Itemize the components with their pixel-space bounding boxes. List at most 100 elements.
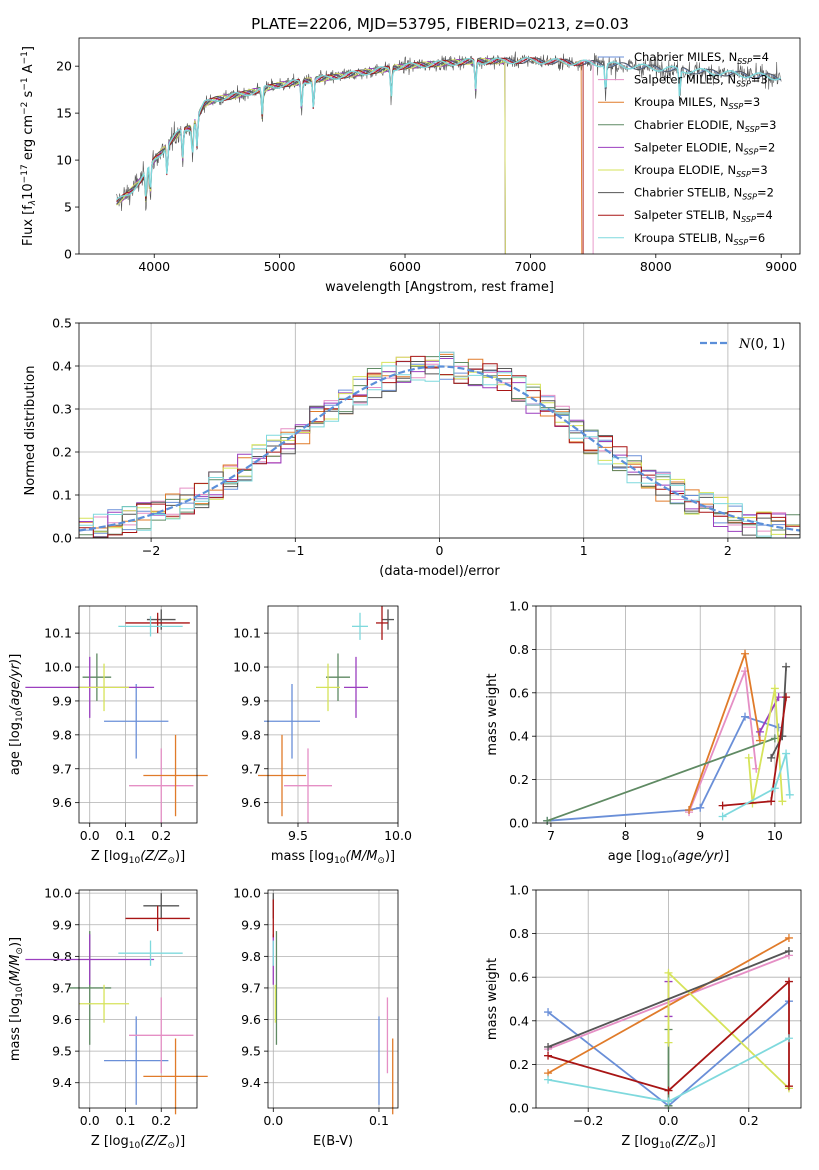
mass_vs_ebv-points [272,893,394,1115]
weight-marker [767,753,776,762]
residual-frame [78,322,801,539]
model-line-salpeter_stelib [116,57,584,254]
y-tick-label: 5 [64,200,72,215]
y-tick-label: 0.0 [509,816,529,831]
x-tick-label: 0.2 [151,828,171,843]
weight-marker [785,790,794,799]
age_vs_mass-axes: 9.5 10.0 9.6 9.7 9.8 9.9 10.0 10.1 [233,606,412,843]
x-tick-label: 0.0 [80,828,100,843]
weight_vs_Z-frame [535,889,802,1109]
weight-marker [741,712,750,721]
y-tick-label: 0.0 [509,1101,529,1116]
y-tick-label: 10.1 [44,626,72,641]
weight-line-kroupa_stelib [722,753,791,818]
y-tick-label: 9.4 [241,1075,261,1090]
y-tick-label: 9.8 [241,949,261,964]
spectrum-axes: 4000 5000 6000 7000 8000 9000 0 5 10 15 20 [56,59,797,274]
y-tick-label: 0.2 [509,772,529,787]
y-tick-label: 15 [56,106,72,121]
y-tick-label: 10.0 [233,660,261,675]
weight-marker [770,784,779,793]
y-tick-label: 9.8 [52,949,72,964]
errorbar-point [25,934,155,985]
model-line-chabrier_elodie [116,57,506,254]
histogram-kroupa_stelib [79,351,800,538]
y-tick-label: 0.0 [52,531,72,546]
errorbar-point [118,616,183,637]
weight-marker [778,797,787,806]
y-tick-label: 9.9 [241,917,261,932]
x-tick-label: 0.0 [659,1113,679,1128]
x-tick-label: −2 [142,543,160,558]
weight-marker [784,947,793,956]
errorbar-point [258,734,306,817]
weight-marker [664,968,673,977]
weight_vs_Z-series [544,933,793,1110]
y-axis-label: Flux [fλ10−17 erg cm−2 s−1 A−1] [20,46,38,246]
weight-marker [784,1082,793,1091]
y-tick-label: 0.6 [509,685,529,700]
residuals-axes: −2 −1 0 1 2 0.0 0.1 0.2 0.3 0.4 0.5 [52,316,800,558]
weight-marker [696,803,705,812]
weight-line-salpeter_miles [688,670,758,813]
x-tick-label: 2 [724,543,732,558]
y-tick-label: 9.8 [241,727,261,742]
y-tick-label: 0.5 [52,316,72,331]
y-tick-label: 0.1 [52,488,72,503]
mass_vs_Z-points [25,893,208,1115]
y-tick-label: 0.2 [509,1057,529,1072]
x-axis-label: (data-model)/error [379,564,500,579]
y-tick-label: 1.0 [509,599,529,614]
errorbar-point [118,940,183,966]
legend-entry: Salpeter MILES, NSSP=3 [634,73,768,89]
weight-line-kroupa_elodie [667,970,790,1090]
errorbar-point [125,905,190,932]
y-tick-label: 9.9 [52,917,72,932]
y-tick-label: 9.6 [241,1012,261,1027]
residual-legend: N(0, 1) [700,337,785,352]
figure-title: PLATE=2206, MJD=53795, FIBERID=0213, z=0… [251,15,629,33]
mass_vs_Z-frame [78,889,198,1109]
y-tick-label: 10.1 [233,626,261,641]
errorbar-point [125,612,190,634]
weight-marker [782,693,791,702]
weight-marker [664,1097,673,1106]
y-tick-label: 9.6 [241,795,261,810]
x-axis-label: E(B-V) [313,1134,353,1149]
weight-marker [741,649,750,658]
spectrum-lines [116,51,782,254]
weight-marker [755,727,764,736]
y-axis-label: mass [log10(M/M⊙)] [8,937,25,1061]
y-tick-label: 9.4 [52,1075,72,1090]
x-axis-label: Z [log10(Z/Z⊙)] [91,849,185,866]
errorbar-point [143,1038,208,1115]
weight-marker [784,1034,793,1043]
mass_vs_ebv-frame [267,889,399,1109]
errorbar-point [344,656,368,718]
x-tick-label: 6000 [389,259,421,274]
x-tick-label: 0 [436,543,444,558]
y-axis-label: Normed distribution [23,366,38,496]
legend-entry: Kroupa STELIB, NSSP=6 [634,231,765,247]
weight-line-chabrier_stelib [547,950,790,1048]
x-tick-label: 4000 [138,259,170,274]
spectrum-legend: Chabrier MILES, NSSP=4 Salpeter MILES, NS… [598,50,776,247]
model-line-kroupa_miles [116,57,583,254]
weight_vs_age-frame [535,605,802,824]
legend-entry: Kroupa ELODIE, NSSP=3 [634,163,768,179]
weight-line-chabrier_elodie [546,737,776,822]
errorbar-point [104,683,169,759]
x-tick-label: 0.1 [116,1113,136,1128]
y-tick-label: 0.8 [509,926,529,941]
x-tick-label: −0.2 [573,1113,603,1128]
x-tick-label: 9000 [765,259,797,274]
x-axis-label: mass [log10(M/M⊙)] [271,849,395,866]
legend-entry: Salpeter ELODIE, NSSP=2 [634,140,775,156]
errorbar-point [352,612,368,640]
weight-marker [784,977,793,986]
y-tick-label: 0.4 [509,1013,529,1028]
weight-marker [664,1038,673,1047]
legend-entry: Chabrier MILES, NSSP=4 [634,50,769,66]
errorbar-point [264,683,320,759]
